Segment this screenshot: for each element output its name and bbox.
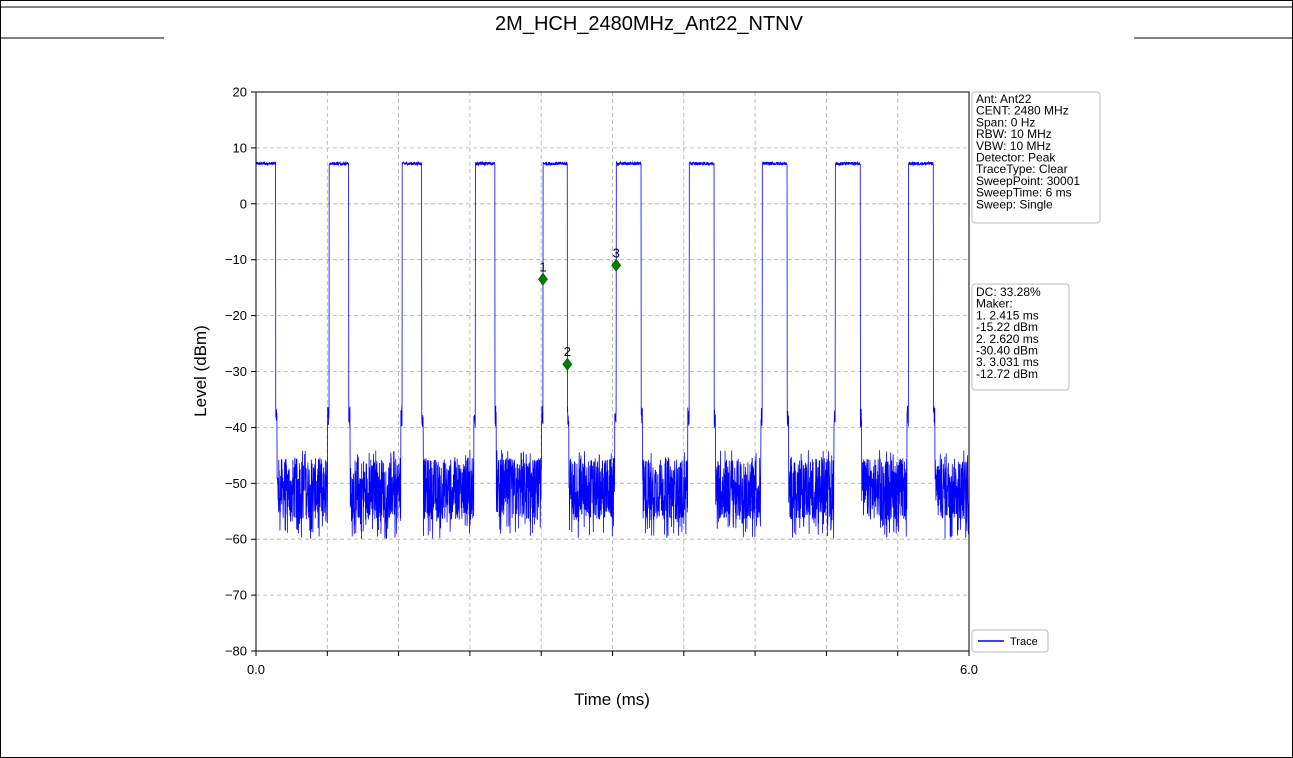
y-tick-label-3: −10	[225, 252, 247, 267]
marker-3	[612, 259, 621, 271]
marker-info-line-7: -12.72 dBm	[976, 367, 1038, 381]
y-axis-ticks: 20 10 0 −10 −20 −30 −40 −50 −60 −70 −80	[225, 85, 256, 659]
marker-1	[538, 273, 547, 285]
x-tick-label-0: 0.0	[247, 662, 265, 677]
markers-layer: 1 2 3	[538, 245, 620, 370]
y-tick-label-2: 0	[240, 196, 247, 211]
x-tick-label-1: 6.0	[960, 662, 978, 677]
chart-title: 2M_HCH_2480MHz_Ant22_NTNV	[495, 13, 804, 35]
marker-label-2: 2	[564, 344, 571, 359]
y-tick-label-7: −50	[225, 476, 247, 491]
y-tick-label-8: −60	[225, 532, 247, 547]
y-tick-label-0: 20	[233, 85, 247, 100]
marker-label-1: 1	[539, 259, 546, 274]
x-axis-label: Time (ms)	[574, 690, 650, 709]
info-line-9: Sweep: Single	[976, 197, 1053, 211]
y-tick-label-9: −70	[225, 588, 247, 603]
y-tick-label-4: −20	[225, 308, 247, 323]
y-tick-label-10: −80	[225, 644, 247, 659]
y-axis-label: Level (dBm)	[191, 325, 210, 417]
y-tick-label-5: −30	[225, 364, 247, 379]
y-tick-label-1: 10	[233, 140, 247, 155]
marker-2	[563, 358, 572, 370]
legend-trace-label: Trace	[1010, 636, 1038, 648]
x-axis-ticks: 0.0 6.0	[247, 651, 978, 677]
grid-lines	[256, 92, 969, 651]
y-tick-label-6: −40	[225, 420, 247, 435]
legend: Trace	[972, 630, 1048, 652]
marker-box: DC: 33.28%Maker:1. 2.415 ms -15.22 dBm2.…	[972, 284, 1069, 390]
marker-label-3: 3	[613, 245, 620, 260]
